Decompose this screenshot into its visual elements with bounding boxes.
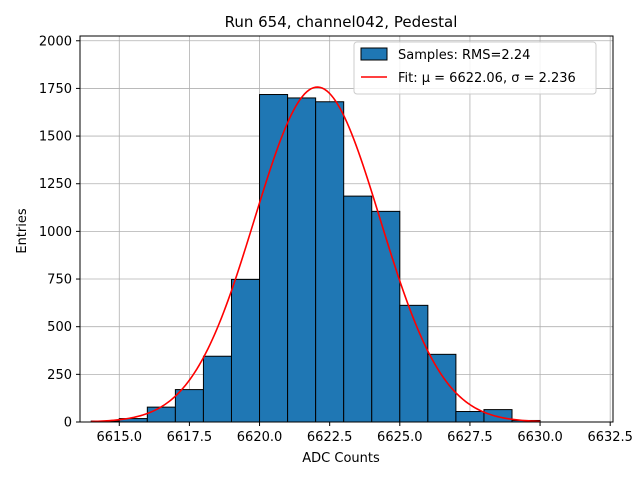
histogram-bar: [202, 355, 232, 423]
histogram-bar: [399, 304, 429, 423]
histogram-bar: [174, 389, 204, 423]
legend: Samples: RMS=2.24 Fit: μ = 6622.06, σ = …: [353, 41, 597, 95]
histogram-bar: [483, 409, 513, 423]
histogram-bar: [371, 210, 401, 423]
y-axis-label: Entries: [15, 208, 30, 254]
histogram-bar: [343, 195, 373, 423]
histogram-bar: [315, 101, 345, 423]
legend-fit-label: Fit: μ = 6622.06, σ = 2.236: [398, 71, 576, 86]
x-axis-ticks: 6615.0 6617.5 6620.0 6622.5 6625.0 6627.5 6630…: [97, 422, 633, 445]
x-tick-label: 6615.0: [97, 430, 143, 445]
fit-curve-layer: [91, 86, 541, 423]
histogram-bar: [455, 411, 485, 423]
y-tick-label: 1500: [39, 130, 72, 145]
y-tick-label: 750: [47, 273, 72, 288]
histogram-bar: [287, 97, 317, 423]
x-tick-label: 6620.0: [237, 430, 283, 445]
histogram-bar: [259, 94, 289, 423]
y-axis-ticks: 0 250 500 750 1000 1250 1500 1750 2000: [39, 34, 80, 431]
y-tick-label: 500: [47, 320, 72, 335]
x-tick-label: 6630.0: [517, 430, 563, 445]
y-tick-label: 1250: [39, 177, 72, 192]
x-tick-label: 6627.5: [447, 430, 493, 445]
histogram-bar: [146, 406, 176, 423]
x-tick-label: 6632.5: [587, 430, 633, 445]
y-tick-label: 0: [64, 416, 72, 431]
y-tick-label: 2000: [39, 34, 72, 49]
fit-curve: [91, 86, 541, 423]
x-tick-label: 6617.5: [167, 430, 213, 445]
legend-box: [353, 41, 597, 95]
y-tick-label: 1750: [39, 82, 72, 97]
y-tick-label: 1000: [39, 225, 72, 240]
histogram-bar: [230, 278, 261, 423]
x-tick-label: 6625.0: [377, 430, 423, 445]
plot-frame: [79, 35, 614, 423]
histogram-bars: [90, 94, 541, 423]
y-tick-label: 250: [47, 368, 72, 383]
x-tick-label: 6622.5: [307, 430, 353, 445]
x-axis-label: ADC Counts: [302, 451, 380, 466]
legend-samples-label: Samples: RMS=2.24: [398, 48, 530, 63]
legend-samples-swatch: [360, 47, 388, 61]
chart-title: Run 654, channel042, Pedestal: [225, 13, 458, 31]
